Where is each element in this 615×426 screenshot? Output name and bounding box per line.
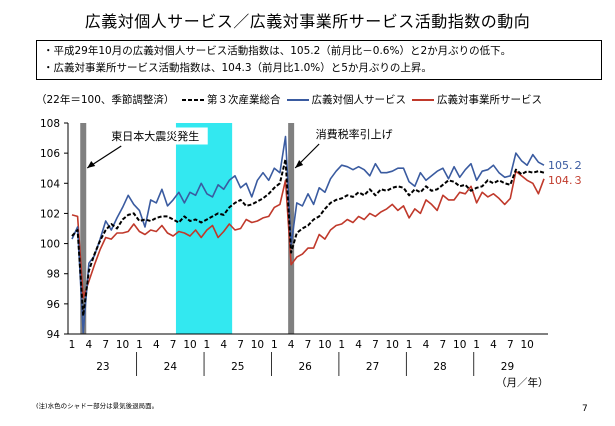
y-tick-label-96: 96 xyxy=(47,299,61,311)
x-tick-label-12: 1 xyxy=(271,339,278,351)
x-tick-label-3: 10 xyxy=(116,339,129,351)
event-arrowhead-1 xyxy=(295,160,304,168)
x-tick-label-27: 10 xyxy=(520,339,533,351)
y-tick-label-102: 102 xyxy=(40,208,60,220)
x-tick-label-15: 10 xyxy=(318,339,331,351)
x-tick-label-17: 4 xyxy=(355,339,362,351)
x-tick-label-10: 7 xyxy=(237,339,244,351)
legend-label-tertiary: 第３次産業総合 xyxy=(207,94,281,106)
x-tick-label-4: 1 xyxy=(136,339,143,351)
x-tick-label-24: 1 xyxy=(473,339,480,351)
legend-label-personal: 広義対個人サービス xyxy=(311,94,407,106)
summary-line-business: ・広義対事業所サービス活動指数は、104.3（前月比1.0%）と5か月ぶりの上昇… xyxy=(43,62,432,74)
series-line-business xyxy=(71,170,545,299)
year-label-27: 27 xyxy=(366,361,379,373)
legend-item-business: 広義対事業所サービス xyxy=(412,92,542,107)
event-arrowhead-0 xyxy=(87,161,96,168)
year-label-25: 25 xyxy=(231,361,244,373)
legend-item-personal: 広義対個人サービス xyxy=(286,92,407,107)
year-label-23: 23 xyxy=(96,361,109,373)
x-tick-label-7: 10 xyxy=(183,339,196,351)
x-tick-label-2: 7 xyxy=(102,339,109,351)
summary-line-personal: ・平成29年10月の広義対個人サービス活動指数は、105.2（前月比－0.6%）… xyxy=(43,45,512,57)
x-tick-label-22: 7 xyxy=(440,339,447,351)
year-label-24: 24 xyxy=(164,361,178,373)
legend-label-business: 広義対事業所サービス xyxy=(437,94,542,106)
x-tick-label-21: 4 xyxy=(423,339,430,351)
x-tick-label-26: 7 xyxy=(507,339,514,351)
y-tick-label-104: 104 xyxy=(40,178,60,190)
y-tick-label-94: 94 xyxy=(47,329,61,341)
x-tick-label-18: 7 xyxy=(372,339,379,351)
series-line-tertiary xyxy=(71,158,545,317)
chart-legend: 第３次産業総合 広義対個人サービス 広義対事業所サービス xyxy=(182,92,548,107)
x-tick-label-14: 7 xyxy=(305,339,312,351)
end-label-business: 104.３ xyxy=(548,174,584,187)
end-label-personal: 105.２ xyxy=(548,159,584,172)
event-label-box-1 xyxy=(308,125,400,143)
x-tick-label-20: 1 xyxy=(406,339,413,351)
x-tick-label-25: 4 xyxy=(490,339,497,351)
x-tick-label-19: 10 xyxy=(386,339,399,351)
legend-item-tertiary: 第３次産業総合 xyxy=(182,92,281,107)
year-label-29: 29 xyxy=(501,361,514,373)
event-bar-0 xyxy=(80,123,87,334)
x-tick-label-8: 1 xyxy=(204,339,211,351)
x-tick-label-1: 4 xyxy=(86,339,93,351)
year-label-28: 28 xyxy=(433,361,446,373)
summary-box: ・平成29年10月の広義対個人サービス活動指数は、105.2（前月比－0.6%）… xyxy=(36,40,602,80)
x-axis-label: （月／年） xyxy=(496,376,549,389)
event-label-1: 消費税率引上げ xyxy=(316,127,393,141)
legend-swatch-personal xyxy=(286,98,309,101)
event-bar-1 xyxy=(288,123,295,334)
x-tick-label-0: 1 xyxy=(69,339,76,351)
page-title: 広義対個人サービス／広義対事業所サービス活動指数の動向 xyxy=(84,12,531,31)
x-tick-label-11: 10 xyxy=(251,339,264,351)
legend-swatch-tertiary xyxy=(182,98,204,101)
x-tick-label-6: 7 xyxy=(170,339,177,351)
x-tick-label-9: 4 xyxy=(220,339,227,351)
x-tick-label-5: 4 xyxy=(153,339,160,351)
event-label-0: 東日本大震災発生 xyxy=(111,129,199,143)
unit-label: （22年＝100、季節調整済） xyxy=(36,94,175,106)
recession-shade xyxy=(175,123,233,334)
x-tick-label-23: 10 xyxy=(453,339,466,351)
y-tick-label-100: 100 xyxy=(40,239,60,251)
x-tick-label-13: 4 xyxy=(288,339,295,351)
x-tick-label-16: 1 xyxy=(338,339,345,351)
y-tick-label-106: 106 xyxy=(40,148,60,160)
footnote: (注)水色のシャドー部分は景気後退局面。 xyxy=(36,402,159,410)
series-line-personal xyxy=(71,135,545,334)
page-number: 7 xyxy=(582,404,588,414)
y-tick-label-98: 98 xyxy=(47,269,60,281)
y-tick-label-108: 108 xyxy=(40,118,60,130)
event-label-box-0 xyxy=(102,127,208,145)
legend-swatch-business xyxy=(412,98,434,101)
year-label-26: 26 xyxy=(299,361,313,373)
